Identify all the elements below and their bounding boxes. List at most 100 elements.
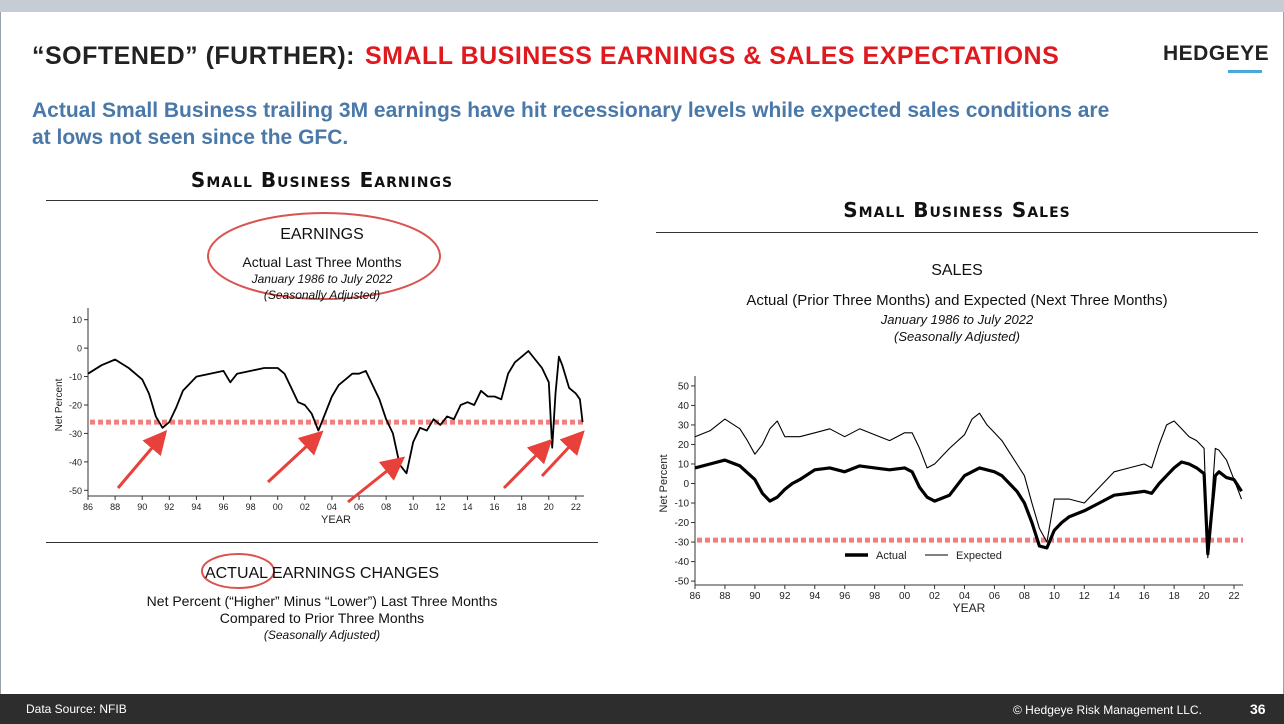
sales-chart-title: SALES [931, 262, 983, 279]
y-tick-label: 0 [683, 479, 689, 490]
y-tick-label: 10 [72, 315, 82, 325]
legend-label-actual: Actual [876, 550, 907, 562]
x-tick-label: 22 [1228, 591, 1240, 602]
x-tick-label: 00 [273, 502, 283, 512]
x-tick-label: 02 [300, 502, 310, 512]
x-tick-label: 16 [1139, 591, 1151, 602]
earnings-chart-title: EARNINGS [280, 226, 364, 243]
earnings-changes-line1: Net Percent (“Higher” Minus “Lower”) Las… [146, 593, 498, 609]
y-tick-label: 30 [678, 420, 690, 431]
x-tick-label: 90 [137, 502, 147, 512]
earnings-chart-subtitle: Actual Last Three Months [242, 254, 402, 270]
y-tick-label: -50 [675, 577, 690, 588]
x-tick-label: 98 [246, 502, 256, 512]
x-tick-label: 94 [809, 591, 821, 602]
earnings-chart-adjust: (Seasonally Adjusted) [263, 288, 381, 302]
x-tick-label: 04 [959, 591, 971, 602]
x-tick-label: 06 [989, 591, 1001, 602]
y-axis-label: Net Percent [54, 378, 65, 431]
x-tick-label: 00 [899, 591, 911, 602]
earnings-title-ellipse [207, 212, 441, 300]
y-tick-label: -50 [69, 486, 82, 496]
footer-copyright: © Hedgeye Risk Management LLC. [1013, 703, 1202, 717]
x-tick-label: 10 [1049, 591, 1061, 602]
earnings-changes-title: ACTUAL EARNINGS CHANGES [46, 565, 598, 582]
legend-label-expected: Expected [956, 550, 1002, 562]
earnings-changes-rest: EARNINGS CHANGES [267, 565, 440, 582]
sales-chart-range: January 1986 to July 2022 [880, 312, 1034, 327]
x-axis-label: YEAR [953, 601, 986, 615]
x-tick-label: 02 [929, 591, 941, 602]
sales-chart-subtitle: Actual (Prior Three Months) and Expected… [746, 292, 1168, 309]
x-tick-label: 94 [191, 502, 201, 512]
series-line-expected [694, 412, 1243, 559]
actual-circle-highlight [201, 553, 275, 589]
earnings-panel-heading: Small Business Earnings [190, 168, 454, 192]
earnings-chart-range: January 1986 to July 2022 [251, 272, 393, 286]
slide-subtitle: Actual Small Business trailing 3M earnin… [32, 99, 1110, 149]
x-tick-label: 22 [571, 502, 581, 512]
sales-chart-adjust: (Seasonally Adjusted) [894, 329, 1020, 344]
annotation-arrow [266, 430, 324, 484]
x-tick-label: 06 [354, 502, 364, 512]
x-tick-label: 10 [408, 502, 418, 512]
title-prefix: “SOFTENED” (FURTHER): [32, 42, 355, 70]
earnings-bottom-rule [46, 542, 598, 543]
slide-title: “SOFTENED” (FURTHER): SMALL BUSINESS EARN… [32, 42, 1059, 71]
earnings-changes-adjust: (Seasonally Adjusted) [263, 628, 381, 642]
y-tick-label: 50 [678, 381, 690, 392]
series-line-actual [694, 458, 1243, 556]
sales-top-rule [656, 232, 1258, 233]
x-tick-label: 14 [462, 502, 472, 512]
x-axis-label: YEAR [321, 514, 351, 526]
x-tick-label: 88 [110, 502, 120, 512]
x-tick-label: 88 [719, 591, 731, 602]
x-tick-label: 20 [1199, 591, 1211, 602]
page-number: 36 [1250, 701, 1266, 717]
x-tick-label: 18 [517, 502, 527, 512]
y-tick-label: -30 [675, 538, 690, 549]
x-tick-label: 92 [779, 591, 791, 602]
y-tick-label: -20 [69, 401, 82, 411]
annotation-arrow [502, 438, 553, 490]
x-tick-label: 98 [869, 591, 881, 602]
x-tick-label: 90 [749, 591, 761, 602]
logo-underline [1228, 70, 1262, 73]
x-tick-label: 92 [164, 502, 174, 512]
annotation-arrow [116, 430, 168, 489]
sales-panel-heading: Small Business Sales [843, 198, 1071, 222]
earnings-top-rule [46, 200, 598, 201]
sales-chart: 50 40 30 20 10 0 -10 -20 -30 -40 -50 86 88 90 92 94 96 98… [658, 376, 1243, 615]
x-tick-label: 96 [839, 591, 851, 602]
x-tick-label: 14 [1109, 591, 1121, 602]
y-tick-label: 40 [678, 401, 690, 412]
earnings-changes-line2: Compared to Prior Three Months [219, 610, 425, 626]
x-tick-label: 04 [327, 502, 337, 512]
y-tick-label: 0 [77, 344, 82, 354]
y-tick-label: -10 [675, 499, 690, 510]
y-axis-label: Net Percent [658, 454, 670, 512]
x-tick-label: 20 [544, 502, 554, 512]
x-tick-label: 96 [219, 502, 229, 512]
x-tick-label: 86 [689, 591, 701, 602]
annotation-arrow [540, 430, 585, 478]
y-tick-label: -40 [675, 557, 690, 568]
y-tick-label: 20 [678, 440, 690, 451]
title-highlight: SMALL BUSINESS EARNINGS & SALES EXPECTAT… [364, 42, 1060, 70]
x-tick-label: 86 [83, 502, 93, 512]
y-tick-label: -30 [69, 429, 82, 439]
footer-source: Data Source: NFIB [26, 702, 127, 716]
y-tick-label: -20 [675, 518, 690, 529]
y-tick-label: -40 [69, 457, 82, 467]
y-tick-label: 10 [678, 459, 690, 470]
x-tick-label: 12 [1079, 591, 1091, 602]
y-tick-label: -10 [69, 372, 82, 382]
x-tick-label: 12 [435, 502, 445, 512]
x-tick-label: 08 [1019, 591, 1031, 602]
series-line-earnings [87, 350, 584, 475]
x-tick-label: 08 [381, 502, 391, 512]
top-accent-bar [0, 0, 1284, 12]
earnings-changes-circled-word: ACTUAL [204, 565, 268, 582]
annotation-arrow [347, 456, 406, 504]
